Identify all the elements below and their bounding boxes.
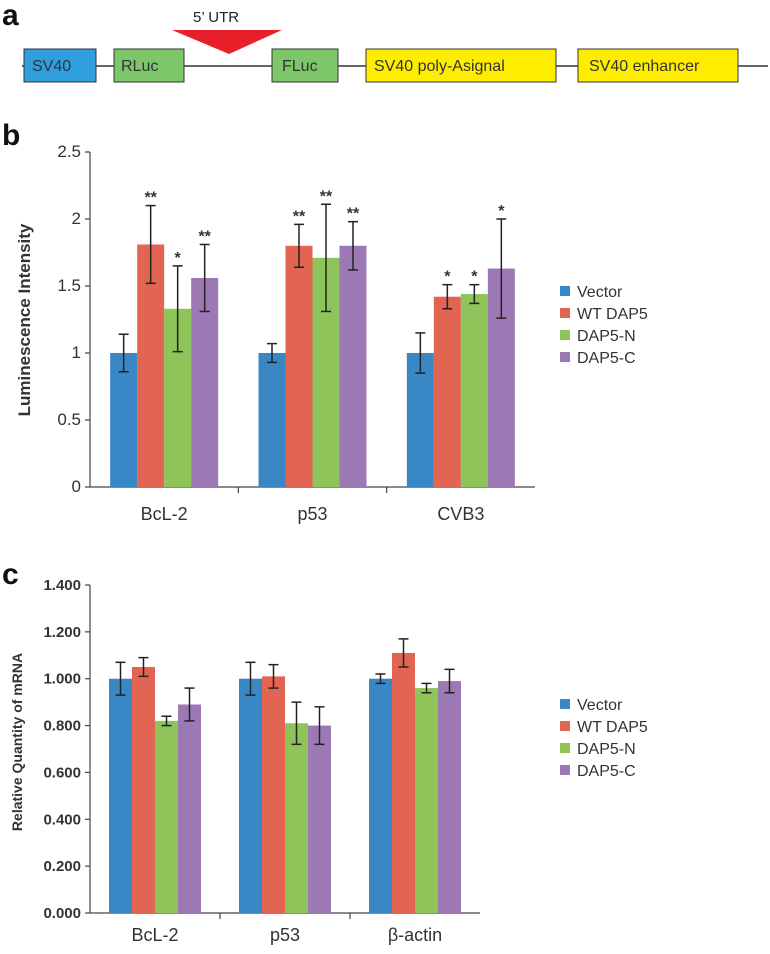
sv40-enhancer-label: SV40 enhancer [589, 58, 700, 75]
chart-b-significance-star: * [498, 203, 505, 220]
chart-c-ytick-label: 0.600 [43, 764, 81, 781]
chart-c-legend-swatch [560, 721, 570, 731]
chart-c-legend-label: DAP5-C [577, 763, 636, 780]
chart-c-category-label: p53 [270, 925, 300, 945]
chart-b-significance-star: ** [144, 190, 157, 207]
chart-b-significance-star: * [471, 269, 478, 286]
chart-c-category-label: β-actin [388, 925, 442, 945]
chart-b-legend-label: WT DAP5 [577, 306, 648, 323]
chart-c-ytick-label: 1.000 [43, 671, 81, 688]
sv40-polya-box [365, 48, 557, 83]
chart-c-ytick-label: 0.000 [43, 905, 81, 922]
sv40-polya-label: SV40 poly-Asignal [374, 58, 505, 75]
chart-b-legend-label: Vector [577, 284, 623, 301]
chart-b-ytick-label: 2 [72, 209, 81, 228]
chart-b-significance-star: * [175, 250, 182, 267]
chart-c-ylabel: Relative Quantity of mRNA [9, 653, 25, 831]
chart-b-category-label: p53 [297, 504, 327, 524]
fluc-box [271, 48, 339, 83]
chart-c-ytick-label: 0.400 [43, 811, 81, 828]
sv40-promoter-box [23, 48, 97, 83]
chart-c-legend-swatch [560, 743, 570, 753]
chart-b-category-label: CVB3 [437, 504, 484, 524]
chart-b-significance-star: ** [198, 228, 211, 245]
chart-c-ytick-label: 1.200 [43, 624, 81, 641]
chart-b-legend-swatch [560, 330, 570, 340]
chart-b: 00.511.522.5*****BcL-2******p53* **CVB3 [57, 142, 535, 524]
chart-b-ytick-label: 1.5 [57, 276, 81, 295]
chart-b-legend-swatch [560, 308, 570, 318]
chart-c-legend-label: DAP5-N [577, 741, 636, 758]
chart-c-bar [438, 681, 461, 913]
chart-c-bar [109, 678, 132, 913]
chart-c-bar [178, 704, 201, 913]
chart-c-legend-swatch [560, 699, 570, 709]
chart-b-bar [285, 245, 313, 487]
utr-label: 5’ UTR [193, 9, 239, 26]
chart-c-ytick-label: 0.800 [43, 718, 81, 735]
chart-b-legend: Vector WT DAP5 DAP5-N DAP5-C [560, 284, 648, 367]
chart-b-ytick-label: 1 [72, 343, 81, 362]
chart-b-bar [406, 353, 434, 487]
chart-b-legend-swatch [560, 286, 570, 296]
chart-b-bar [137, 244, 165, 487]
chart-c-bar [415, 688, 438, 913]
panel-letter-a: a [2, 0, 19, 32]
chart-b-significance-star: ** [347, 206, 360, 223]
chart-b-bar [433, 296, 461, 487]
chart-b-legend-label: DAP5-N [577, 328, 636, 345]
chart-c-category-label: BcL-2 [131, 925, 178, 945]
chart-b-bar [191, 277, 219, 487]
chart-c-bar [369, 678, 392, 913]
chart-b-bar [110, 353, 138, 487]
chart-b-legend-label: DAP5-C [577, 350, 636, 367]
chart-b-ytick-label: 0 [72, 477, 81, 496]
chart-c-bar [239, 678, 262, 913]
chart-b-bar [460, 294, 488, 487]
chart-b-ytick-label: 2.5 [57, 142, 81, 161]
chart-b-ytick-label: 0.5 [57, 410, 81, 429]
fluc-label: FLuc [282, 58, 318, 75]
chart-c-legend-swatch [560, 765, 570, 775]
chart-b-ylabel: Luminescence Intensity [15, 223, 34, 416]
utr-triangle [172, 30, 282, 54]
chart-b-significance-star: ** [320, 188, 333, 205]
chart-c-legend: Vector WT DAP5 DAP5-N DAP5-C [560, 697, 648, 780]
rluc-box [113, 48, 185, 83]
chart-c-bar [262, 676, 285, 913]
chart-b-legend-swatch [560, 352, 570, 362]
chart-b-significance-star: ** [293, 208, 306, 225]
chart-c-bar [392, 652, 415, 913]
rluc-label: RLuc [121, 58, 158, 75]
chart-c-bar [285, 723, 308, 913]
sv40-enhancer-box [577, 48, 739, 83]
sv40-promoter-label: SV40 [32, 58, 71, 75]
chart-b-significance-star: * [444, 269, 451, 286]
chart-b-bar [339, 245, 367, 487]
chart-c-ytick-label: 0.200 [43, 858, 81, 875]
chart-c-bar [308, 725, 331, 913]
chart-c-bar [155, 720, 178, 913]
chart-c-bar [132, 667, 155, 913]
panel-letter-b: b [2, 119, 20, 152]
chart-c: 0.000 0.200 0.400 0.600 0.800 1.000 1.200 1.400… [43, 577, 480, 945]
chart-c-ytick-label: 1.400 [43, 577, 81, 594]
chart-b-bar [258, 353, 286, 487]
chart-c-legend-label: WT DAP5 [577, 719, 648, 736]
panel-letter-c: c [2, 558, 19, 591]
chart-c-legend-label: Vector [577, 697, 623, 714]
chart-b-category-label: BcL-2 [141, 504, 188, 524]
